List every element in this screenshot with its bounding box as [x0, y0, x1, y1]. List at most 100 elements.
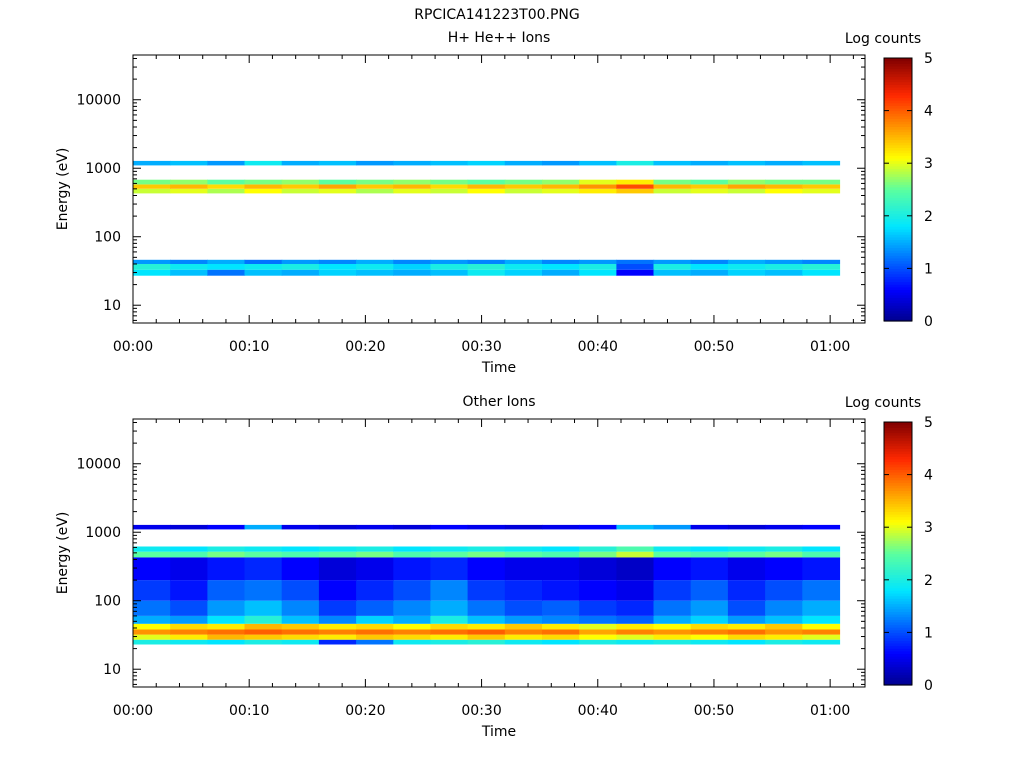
- colorbar-swatch: [884, 656, 912, 660]
- heatmap-cell: [765, 264, 803, 270]
- heatmap-cell: [616, 639, 655, 645]
- colorbar-swatch: [884, 577, 912, 581]
- x-tick-label: 01:00: [810, 339, 850, 355]
- heatmap-cell: [765, 615, 803, 624]
- heatmap-cell: [653, 629, 692, 635]
- colorbar-swatch: [884, 632, 912, 636]
- colorbar-swatch: [884, 305, 912, 309]
- heatmap-cell: [616, 160, 655, 166]
- heatmap-cell: [393, 580, 432, 601]
- colorbar-swatch: [884, 315, 912, 319]
- heatmap-cell: [207, 269, 246, 276]
- colorbar-swatch: [884, 658, 912, 662]
- colorbar-swatch: [884, 490, 912, 494]
- colorbar-swatch: [884, 629, 912, 633]
- colorbar-swatch: [884, 445, 912, 449]
- colorbar-tick-label: 4: [924, 468, 933, 484]
- colorbar-swatch: [884, 608, 912, 612]
- heatmap-cell: [318, 546, 357, 552]
- heatmap-cell: [393, 623, 432, 630]
- colorbar-swatch: [884, 121, 912, 125]
- heatmap-cell: [281, 551, 320, 558]
- panel-title: Other Ions: [462, 394, 535, 410]
- x-tick-label: 00:10: [229, 339, 269, 355]
- heatmap-cell: [393, 184, 432, 189]
- colorbar-tick-label: 3: [924, 520, 933, 536]
- heatmap-cell: [653, 188, 692, 194]
- colorbar-swatch: [884, 495, 912, 499]
- heatmap-cell: [244, 259, 283, 264]
- colorbar-swatch: [884, 585, 912, 589]
- heatmap-cell: [579, 639, 617, 645]
- colorbar-swatch: [884, 202, 912, 206]
- colorbar-swatch: [884, 453, 912, 457]
- colorbar-swatch: [884, 263, 912, 267]
- heatmap-cell: [133, 160, 171, 166]
- colorbar-swatch: [884, 471, 912, 476]
- colorbar-swatch: [884, 663, 912, 668]
- colorbar-swatch: [884, 595, 912, 599]
- colorbar-swatch: [884, 487, 912, 491]
- colorbar-swatch: [884, 645, 912, 649]
- colorbar-swatch: [884, 299, 912, 304]
- y-axis-label: Energy (eV): [55, 512, 71, 595]
- heatmap-cell: [765, 184, 803, 189]
- heatmap-cell: [467, 160, 506, 166]
- colorbar-swatch: [884, 666, 912, 670]
- colorbar-swatch: [884, 155, 912, 159]
- heatmap-cell: [207, 188, 246, 194]
- colorbar-swatch: [884, 239, 912, 243]
- colorbar-swatch: [884, 181, 912, 185]
- heatmap-cell: [579, 634, 617, 640]
- colorbar-swatch: [884, 527, 912, 531]
- colorbar-swatch: [884, 318, 912, 322]
- colorbar-swatch: [884, 448, 912, 452]
- colorbar-tick-label: 5: [924, 415, 933, 431]
- heatmap-cell: [504, 623, 543, 630]
- colorbar-swatch: [884, 136, 912, 141]
- heatmap-cell: [653, 580, 692, 601]
- colorbar-swatch: [884, 429, 912, 434]
- colorbar-swatch: [884, 422, 912, 426]
- heatmap-cell: [616, 269, 655, 276]
- heatmap-cell: [393, 629, 432, 635]
- colorbar-swatch: [884, 603, 912, 607]
- colorbar-swatch: [884, 110, 912, 114]
- heatmap-cell: [281, 634, 320, 640]
- heatmap-cell: [690, 551, 729, 558]
- y-tick-label: 10: [103, 662, 121, 678]
- heatmap-cell: [430, 557, 469, 581]
- x-tick-label: 00:20: [345, 339, 385, 355]
- colorbar-swatch: [884, 674, 912, 678]
- x-tick-label: 00:50: [694, 339, 734, 355]
- colorbar-swatch: [884, 118, 912, 122]
- colorbar-swatch: [884, 550, 912, 555]
- colorbar-swatch: [884, 571, 912, 576]
- heatmap-cell: [467, 524, 506, 530]
- x-tick-label: 00:10: [229, 703, 269, 719]
- heatmap-cell: [653, 615, 692, 624]
- heatmap-cell: [133, 600, 171, 616]
- colorbar-swatch: [884, 671, 912, 676]
- heatmap-cell: [281, 264, 320, 270]
- colorbar-swatch: [884, 479, 912, 484]
- colorbar-swatch: [884, 289, 912, 293]
- colorbar-swatch: [884, 592, 912, 597]
- colorbar-tick-label: 2: [924, 209, 933, 225]
- colorbar-swatch: [884, 621, 912, 626]
- heatmap-cell: [430, 600, 469, 616]
- x-axis-label: Time: [481, 360, 516, 376]
- heatmap-cell: [542, 184, 580, 189]
- heatmap-cell: [244, 634, 283, 640]
- colorbar-swatch: [884, 281, 912, 285]
- colorbar-swatch: [884, 89, 912, 93]
- colorbar-swatch: [884, 307, 912, 312]
- heatmap-cell: [504, 600, 543, 616]
- heatmap-cell: [356, 629, 394, 635]
- heatmap-cell: [765, 259, 803, 264]
- colorbar-swatch: [884, 271, 912, 275]
- colorbar-swatch: [884, 163, 912, 167]
- heatmap-cell: [244, 580, 283, 601]
- heatmap-cell: [393, 188, 432, 194]
- heatmap-cell: [579, 629, 617, 635]
